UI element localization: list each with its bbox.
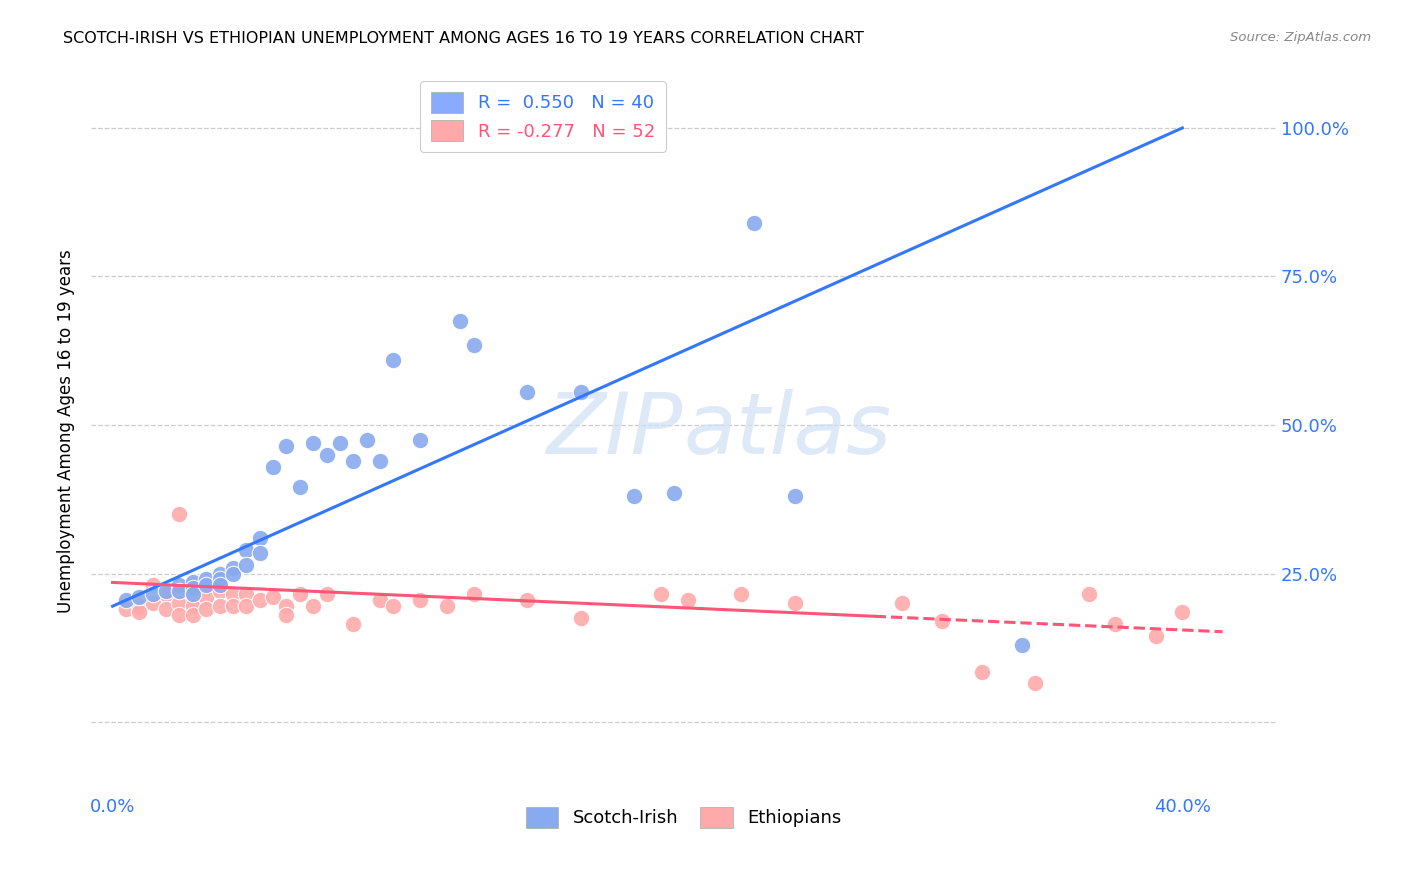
Point [181, 582, 204, 596]
Point [195, 578, 218, 592]
Point [155, 584, 177, 599]
Point [128, 599, 150, 614]
Point [569, 385, 592, 400]
Point [1024, 676, 1046, 690]
Point [382, 352, 405, 367]
Point [208, 573, 231, 587]
Point [676, 593, 699, 607]
Point [382, 599, 405, 614]
Point [142, 578, 165, 592]
Point [222, 599, 245, 614]
Point [169, 596, 191, 610]
Point [128, 605, 150, 619]
Point [315, 587, 337, 601]
Point [276, 608, 298, 623]
Point [664, 486, 686, 500]
Point [249, 593, 271, 607]
Point [970, 665, 993, 679]
Point [516, 385, 538, 400]
Point [181, 575, 204, 590]
Point [128, 591, 150, 605]
Point [1104, 617, 1126, 632]
Point [356, 433, 378, 447]
Point [155, 587, 177, 601]
Point [409, 593, 432, 607]
Point [181, 587, 204, 601]
Point [516, 593, 538, 607]
Point [890, 596, 912, 610]
Point [1077, 587, 1099, 601]
Point [115, 593, 138, 607]
Point [235, 542, 257, 557]
Text: ZIP: ZIP [547, 390, 683, 473]
Point [262, 459, 284, 474]
Point [169, 584, 191, 599]
Point [249, 531, 271, 545]
Point [235, 558, 257, 572]
Point [169, 584, 191, 599]
Point [181, 578, 204, 592]
Point [142, 596, 165, 610]
Point [744, 216, 766, 230]
Point [463, 338, 485, 352]
Point [783, 596, 806, 610]
Point [169, 578, 191, 592]
Point [181, 608, 204, 623]
Point [623, 489, 645, 503]
Point [195, 582, 218, 596]
Point [222, 587, 245, 601]
Point [222, 560, 245, 574]
Point [249, 546, 271, 560]
Point [449, 314, 471, 328]
Point [315, 448, 337, 462]
Point [195, 573, 218, 587]
Point [329, 435, 352, 450]
Point [195, 591, 218, 605]
Point [302, 435, 325, 450]
Point [235, 587, 257, 601]
Text: atlas: atlas [683, 390, 891, 473]
Point [115, 602, 138, 616]
Point [288, 587, 311, 601]
Point [222, 566, 245, 581]
Point [783, 489, 806, 503]
Legend: Scotch-Irish, Ethiopians: Scotch-Irish, Ethiopians [519, 800, 848, 835]
Point [195, 602, 218, 616]
Point [208, 566, 231, 581]
Point [342, 453, 364, 467]
Point [436, 599, 458, 614]
Point [181, 584, 204, 599]
Point [342, 617, 364, 632]
Point [155, 602, 177, 616]
Point [931, 614, 953, 628]
Point [288, 480, 311, 494]
Point [368, 593, 391, 607]
Point [730, 587, 752, 601]
Point [276, 439, 298, 453]
Point [181, 591, 204, 605]
Y-axis label: Unemployment Among Ages 16 to 19 years: Unemployment Among Ages 16 to 19 years [58, 249, 75, 613]
Text: Source: ZipAtlas.com: Source: ZipAtlas.com [1230, 31, 1371, 45]
Point [1011, 638, 1033, 652]
Point [235, 599, 257, 614]
Point [569, 611, 592, 625]
Point [169, 507, 191, 521]
Point [181, 599, 204, 614]
Point [1171, 605, 1194, 619]
Point [169, 608, 191, 623]
Point [208, 599, 231, 614]
Point [276, 599, 298, 614]
Point [463, 587, 485, 601]
Point [650, 587, 672, 601]
Point [208, 584, 231, 599]
Text: SCOTCH-IRISH VS ETHIOPIAN UNEMPLOYMENT AMONG AGES 16 TO 19 YEARS CORRELATION CHA: SCOTCH-IRISH VS ETHIOPIAN UNEMPLOYMENT A… [63, 31, 865, 46]
Point [1144, 629, 1167, 643]
Point [302, 599, 325, 614]
Point [409, 433, 432, 447]
Point [262, 591, 284, 605]
Point [142, 587, 165, 601]
Point [208, 578, 231, 592]
Point [368, 453, 391, 467]
